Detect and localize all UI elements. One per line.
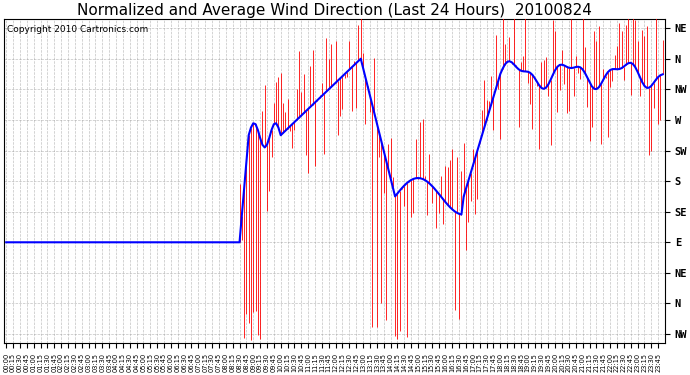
Title: Normalized and Average Wind Direction (Last 24 Hours)  20100824: Normalized and Average Wind Direction (L… <box>77 3 592 18</box>
Text: Copyright 2010 Cartronics.com: Copyright 2010 Cartronics.com <box>7 26 148 34</box>
